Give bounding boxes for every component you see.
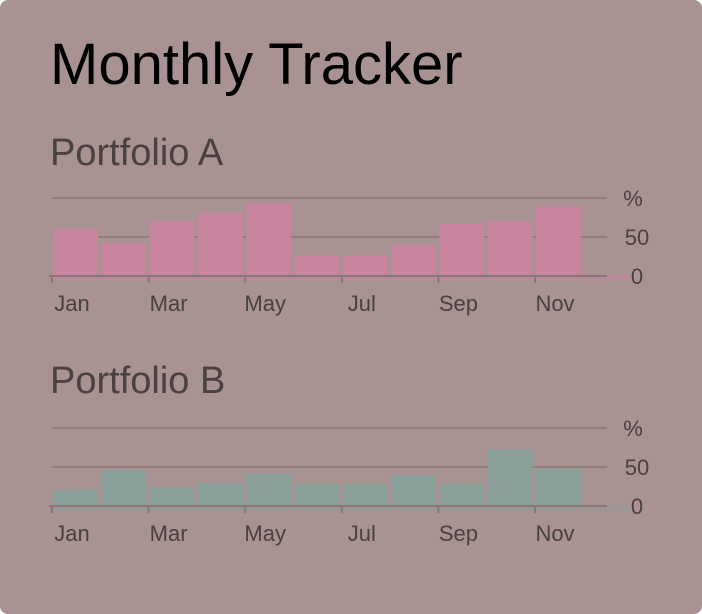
bar-jun — [294, 483, 340, 506]
y-axis-unit-label: % — [623, 186, 643, 211]
x-tick-label-jul: Jul — [348, 521, 376, 546]
bar-feb — [101, 243, 147, 276]
bar-mar — [149, 221, 195, 276]
y-axis-unit-label: % — [623, 416, 643, 441]
x-tick-label-may: May — [244, 291, 286, 316]
bar-aug — [391, 244, 437, 276]
y-tick-label-50: 50 — [625, 225, 649, 250]
bar-sep — [439, 483, 485, 506]
bar-apr — [197, 482, 243, 506]
x-tick-label-sep: Sep — [439, 291, 478, 316]
bar-jul — [342, 483, 388, 506]
chart-a-title: Portfolio A — [50, 132, 224, 174]
bar-sep — [439, 223, 485, 276]
bar-jan — [53, 489, 98, 506]
y-tick-label-50: 50 — [625, 455, 649, 480]
bar-oct — [487, 449, 533, 506]
bar-jan — [53, 229, 98, 276]
x-tick-label-nov: Nov — [535, 521, 574, 546]
x-tick-label-nov: Nov — [535, 291, 574, 316]
bar-apr — [197, 212, 243, 276]
y-tick-label-0: 0 — [631, 264, 643, 289]
chart-portfolio-b: Jan Mar May Jul Sep Nov% 0 50 — [49, 416, 649, 546]
x-tick-label-sep: Sep — [439, 521, 478, 546]
x-tick-label-mar: Mar — [150, 291, 188, 316]
bar-jun — [294, 255, 340, 276]
bar-feb — [101, 470, 147, 506]
chart-portfolio-a: Jan Mar May Jul Sep Nov% 0 50 — [49, 186, 649, 316]
bar-jul — [342, 255, 388, 276]
x-tick-label-jan: Jan — [54, 521, 89, 546]
bar-oct — [487, 221, 533, 276]
chart-b-title: Portfolio B — [50, 360, 226, 402]
bar-nov — [536, 206, 581, 276]
bar-may — [246, 473, 292, 506]
x-tick-label-jan: Jan — [54, 291, 89, 316]
bar-may — [246, 203, 292, 276]
x-tick-label-mar: Mar — [150, 521, 188, 546]
bar-mar — [149, 487, 195, 506]
x-tick-label-jul: Jul — [348, 291, 376, 316]
y-tick-label-0: 0 — [631, 494, 643, 519]
x-tick-label-may: May — [244, 521, 286, 546]
bar-nov — [536, 468, 581, 506]
page-title: Monthly Tracker — [50, 32, 463, 97]
bar-aug — [391, 474, 437, 506]
